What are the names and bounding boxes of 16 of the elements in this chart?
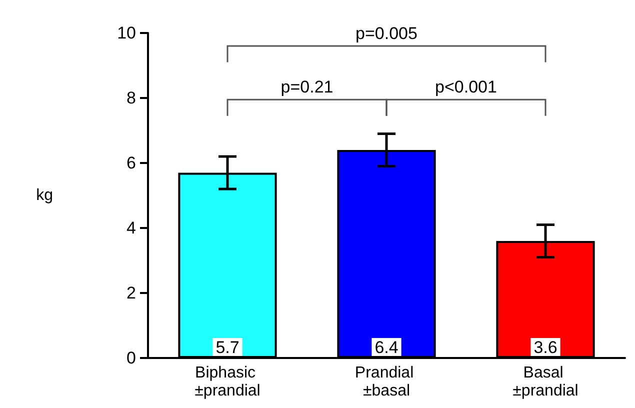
y-axis-title: kg <box>36 187 53 204</box>
y-tick-label: 8 <box>126 88 136 108</box>
data-label: 3.6 <box>534 338 558 357</box>
y-tick-label: 2 <box>126 284 136 302</box>
annotation: p=0.005 <box>356 24 418 43</box>
annotation: p=0.21 <box>280 78 334 97</box>
data-label: 6.4 <box>374 338 398 357</box>
y-tick-label: 4 <box>126 218 136 238</box>
data-label: 5.7 <box>216 338 240 357</box>
x-tick-label: Prandial ±basal <box>354 364 418 400</box>
x-tick-label: Basal ±prandial <box>512 364 578 400</box>
x-tick-label: Biphasic ±prandial <box>194 364 260 400</box>
y-tick-label: 0 <box>126 348 136 368</box>
y-tick-label: 6 <box>126 154 136 172</box>
y-tick-label: 10 <box>117 24 136 42</box>
annotation: p<0.001 <box>435 78 497 97</box>
